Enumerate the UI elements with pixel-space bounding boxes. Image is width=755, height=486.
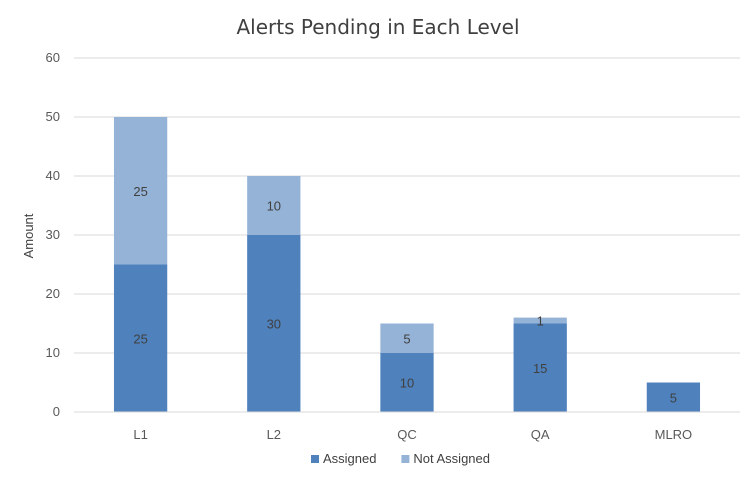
data-label: 30: [267, 317, 281, 332]
bar-l1-assigned: [113, 264, 168, 412]
data-label: 25: [133, 331, 147, 346]
data-label: 25: [133, 184, 147, 199]
bars: [113, 117, 701, 412]
bar-l1-not-assigned: [113, 117, 168, 265]
bar-qc-not-assigned: [380, 323, 434, 353]
bar-mlro-assigned: [646, 382, 701, 412]
legend: Assigned Not Assigned: [311, 451, 490, 466]
bar-qa-not-assigned: [513, 317, 567, 324]
x-tick-label: L2: [267, 427, 281, 442]
data-label: 1: [537, 314, 544, 329]
y-tick-label: 20: [46, 286, 60, 301]
x-tick-label: QC: [397, 427, 417, 442]
legend-label: Not Assigned: [413, 451, 490, 466]
y-tick-label: 40: [46, 168, 60, 183]
gridlines: [74, 57, 740, 354]
axes: 0 10 20 30 40 50 60 L1 L2 QC QA MLRO: [46, 50, 740, 442]
bar-l2-assigned: [247, 235, 301, 412]
x-tick-label: QA: [531, 427, 550, 442]
y-axis-label: Amount: [21, 213, 36, 258]
bar-qa-assigned: [513, 323, 567, 412]
legend-swatch-not-assigned: [401, 455, 410, 463]
x-tick-label: L1: [133, 427, 147, 442]
y-tick-label: 50: [46, 109, 60, 124]
data-label: 5: [670, 390, 677, 405]
chart-title: Alerts Pending in Each Level: [237, 15, 520, 39]
data-label: 10: [400, 376, 414, 391]
y-tick-label: 10: [46, 345, 60, 360]
y-tick-label: 30: [46, 227, 60, 242]
bar-l2-not-assigned: [247, 176, 301, 235]
data-label: 10: [267, 199, 281, 214]
legend-swatch-assigned: [311, 455, 319, 463]
bar-qc-assigned: [380, 353, 434, 412]
data-label: 15: [533, 361, 547, 376]
y-tick-label: 60: [46, 50, 60, 65]
data-label: 5: [403, 331, 410, 346]
legend-label: Assigned: [323, 451, 376, 466]
x-tick-label: MLRO: [655, 427, 693, 442]
y-tick-label: 0: [53, 404, 60, 419]
